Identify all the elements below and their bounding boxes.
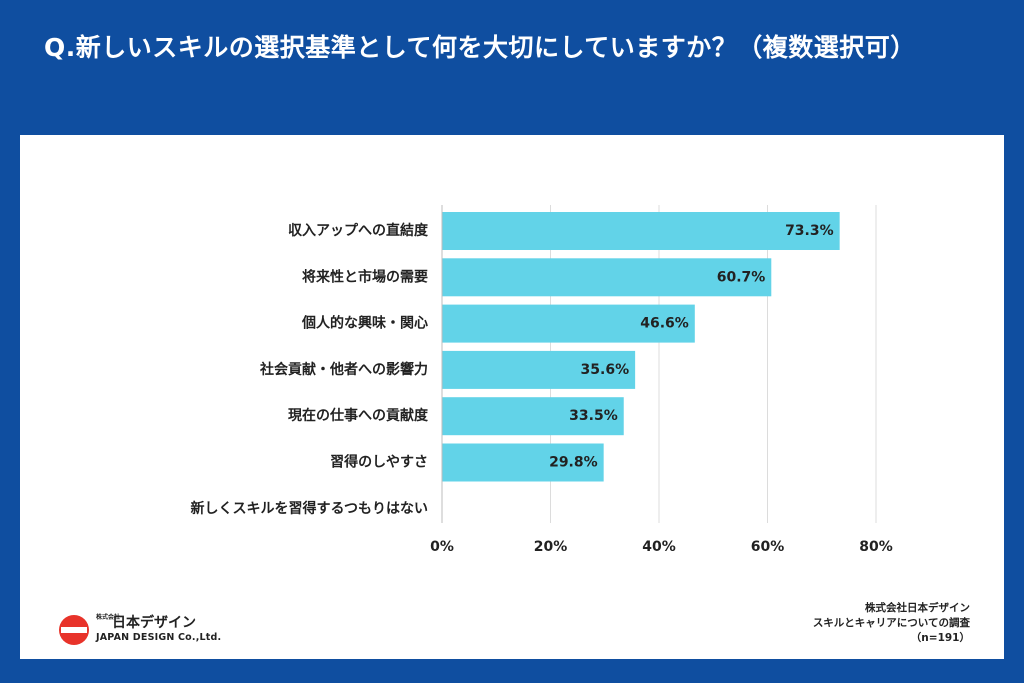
bar-1 (442, 258, 772, 297)
chart-panel: 収入アップへの直結度 73.3% 将来性と市場の需要 60.7% 個人的な興味・関心 46… (20, 135, 1004, 659)
logo-small-text: 株式会社 (96, 614, 121, 621)
x-tick-label-60: 60% (751, 539, 785, 555)
category-label-5: 習得のしやすさ (330, 454, 428, 471)
source-sample-size: （n=191） (910, 632, 970, 644)
value-label-4: 33.5% (569, 408, 618, 424)
category-label-3: 社会貢献・他者への影響力 (259, 361, 428, 378)
category-label-2: 個人的な興味・関心 (301, 315, 428, 332)
value-label-3: 35.6% (581, 362, 630, 378)
company-logo: 株式会社 日本デザイン JAPAN DESIGN Co.,Ltd. (40, 611, 260, 651)
source-company: 株式会社日本デザイン (865, 602, 970, 614)
value-label-1: 60.7% (717, 269, 766, 285)
value-label-2: 46.6% (640, 316, 689, 332)
source-survey: スキルとキャリアについての調査 (812, 617, 970, 629)
x-tick-label-40: 40% (642, 539, 676, 555)
x-tick-label-80: 80% (859, 539, 893, 555)
x-tick-label-0: 0% (430, 539, 454, 555)
logo-mark-icon (59, 615, 89, 645)
page-title: Q.新しいスキルの選択基準として何を大切にしていますか？（複数選択可） (44, 33, 916, 62)
source-note: 株式会社日本デザイン スキルとキャリアについての調査 （n=191） (813, 601, 970, 646)
bar-0 (442, 212, 840, 250)
value-label-5: 29.8% (549, 455, 598, 471)
category-label-1: 将来性と市場の需要 (302, 268, 428, 285)
value-label-0: 73.3% (785, 223, 834, 239)
bar-4 (442, 397, 624, 436)
bar-5 (442, 443, 604, 482)
logo-name-jp: 日本デザイン (112, 615, 196, 631)
logo-name-en: JAPAN DESIGN Co.,Ltd. (96, 632, 222, 643)
bar-chart: 収入アップへの直結度 73.3% 将来性と市場の需要 60.7% 個人的な興味・関心 46… (191, 205, 893, 555)
bar-2 (442, 304, 695, 343)
x-tick-label-20: 20% (534, 539, 568, 555)
category-label-4: 現在の仕事への貢献度 (288, 407, 429, 424)
category-label-6: 新しくスキルを習得するつもりはない (191, 500, 428, 517)
category-label-0: 収入アップへの直結度 (288, 222, 429, 239)
bar-3 (442, 350, 636, 389)
